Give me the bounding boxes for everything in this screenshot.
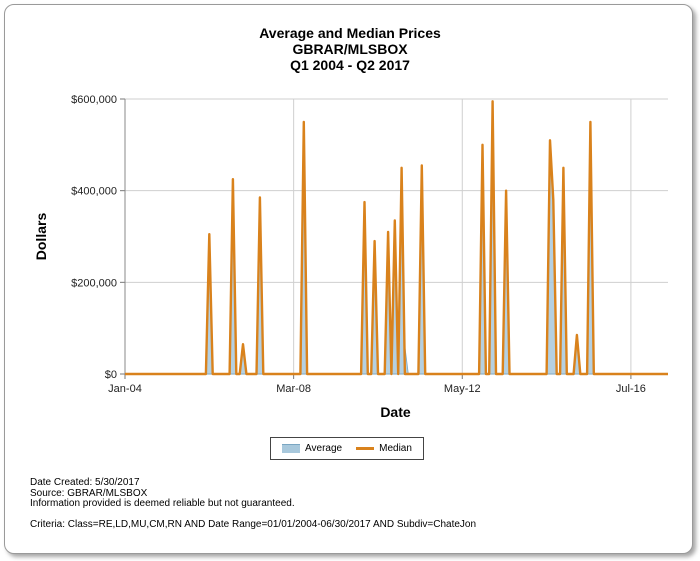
legend-label-median: Median	[379, 443, 412, 454]
x-axis-title: Date	[380, 404, 411, 420]
y-axis-title: Dollars	[33, 213, 49, 261]
legend-label-average: Average	[305, 443, 343, 454]
footer-source: Source: GBRAR/MLSBOX	[30, 487, 148, 499]
x-tick-label: May-12	[444, 383, 481, 395]
chart-footer: Date Created: 5/30/2017 Source: GBRAR/ML…	[30, 477, 477, 530]
x-tick-label: Jul-16	[616, 383, 646, 395]
x-tick-label: Mar-08	[276, 383, 311, 395]
footer-criteria: Criteria: Class=RE,LD,MU,CM,RN AND Date …	[30, 518, 477, 530]
legend-swatch-median	[356, 447, 375, 450]
chart-subtitle-range: Q1 2004 - Q2 2017	[290, 57, 410, 73]
footer-date-created: Date Created: 5/30/2017	[30, 477, 140, 488]
chart-legend: Average Median	[270, 437, 424, 460]
y-tick-label: $600,000	[71, 94, 117, 106]
x-tick-label: Jan-04	[108, 383, 142, 395]
chart-title: Average and Median Prices	[259, 25, 441, 41]
y-tick-label: $400,000	[71, 186, 117, 198]
series-line-median	[125, 100, 668, 376]
legend-item-median: Median	[356, 443, 412, 454]
legend-swatch-average	[282, 444, 301, 453]
y-tick-label: $0	[105, 369, 117, 381]
footer-disclaimer: Information provided is deemed reliable …	[30, 498, 295, 509]
chart-subtitle-source: GBRAR/MLSBOX	[292, 41, 408, 57]
legend-item-average: Average	[282, 443, 342, 454]
y-tick-label: $200,000	[71, 277, 117, 289]
